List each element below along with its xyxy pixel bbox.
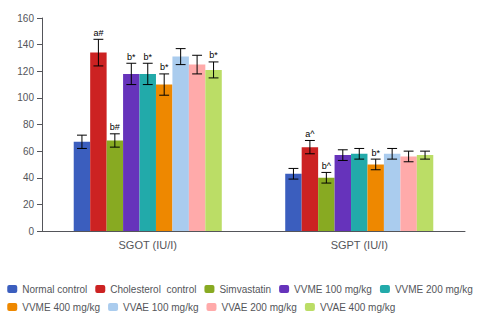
svg-text:b*: b* xyxy=(371,148,380,158)
svg-text:100: 100 xyxy=(17,92,34,103)
svg-text:b#: b# xyxy=(110,122,120,132)
svg-text:a#: a# xyxy=(93,28,103,38)
svg-text:0: 0 xyxy=(28,226,34,237)
svg-text:VVME 400 mg/kg: VVME 400 mg/kg xyxy=(22,302,100,313)
svg-text:VVME 200 mg/kg: VVME 200 mg/kg xyxy=(395,284,473,295)
svg-text:b^: b^ xyxy=(322,161,332,171)
svg-text:b*: b* xyxy=(143,52,152,62)
svg-text:VVAE 200 mg/kg: VVAE 200 mg/kg xyxy=(221,302,296,313)
svg-text:160: 160 xyxy=(17,13,34,24)
svg-text:Simvastatin: Simvastatin xyxy=(219,284,271,295)
svg-text:VVAE 100 mg/kg: VVAE 100 mg/kg xyxy=(123,302,198,313)
svg-text:b*: b* xyxy=(209,50,218,60)
svg-text:b*: b* xyxy=(160,62,169,72)
svg-text:40: 40 xyxy=(23,172,35,183)
svg-text:140: 140 xyxy=(17,39,34,50)
svg-text:b*: b* xyxy=(127,52,136,62)
svg-text:a^: a^ xyxy=(305,129,315,139)
svg-text:VVAE 400 mg/kg: VVAE 400 mg/kg xyxy=(320,302,395,313)
svg-text:120: 120 xyxy=(17,66,34,77)
svg-text:Cholesterol control: Cholesterol control xyxy=(110,284,196,295)
svg-text:60: 60 xyxy=(23,146,35,157)
svg-text:80: 80 xyxy=(23,119,35,130)
svg-text:SGOT (IU/I): SGOT (IU/I) xyxy=(119,239,177,251)
svg-text:SGPT (IU/I): SGPT (IU/I) xyxy=(331,239,388,251)
svg-text:Normal control: Normal control xyxy=(22,284,87,295)
svg-text:20: 20 xyxy=(23,199,35,210)
svg-text:VVME 100 mg/kg: VVME 100 mg/kg xyxy=(294,284,372,295)
